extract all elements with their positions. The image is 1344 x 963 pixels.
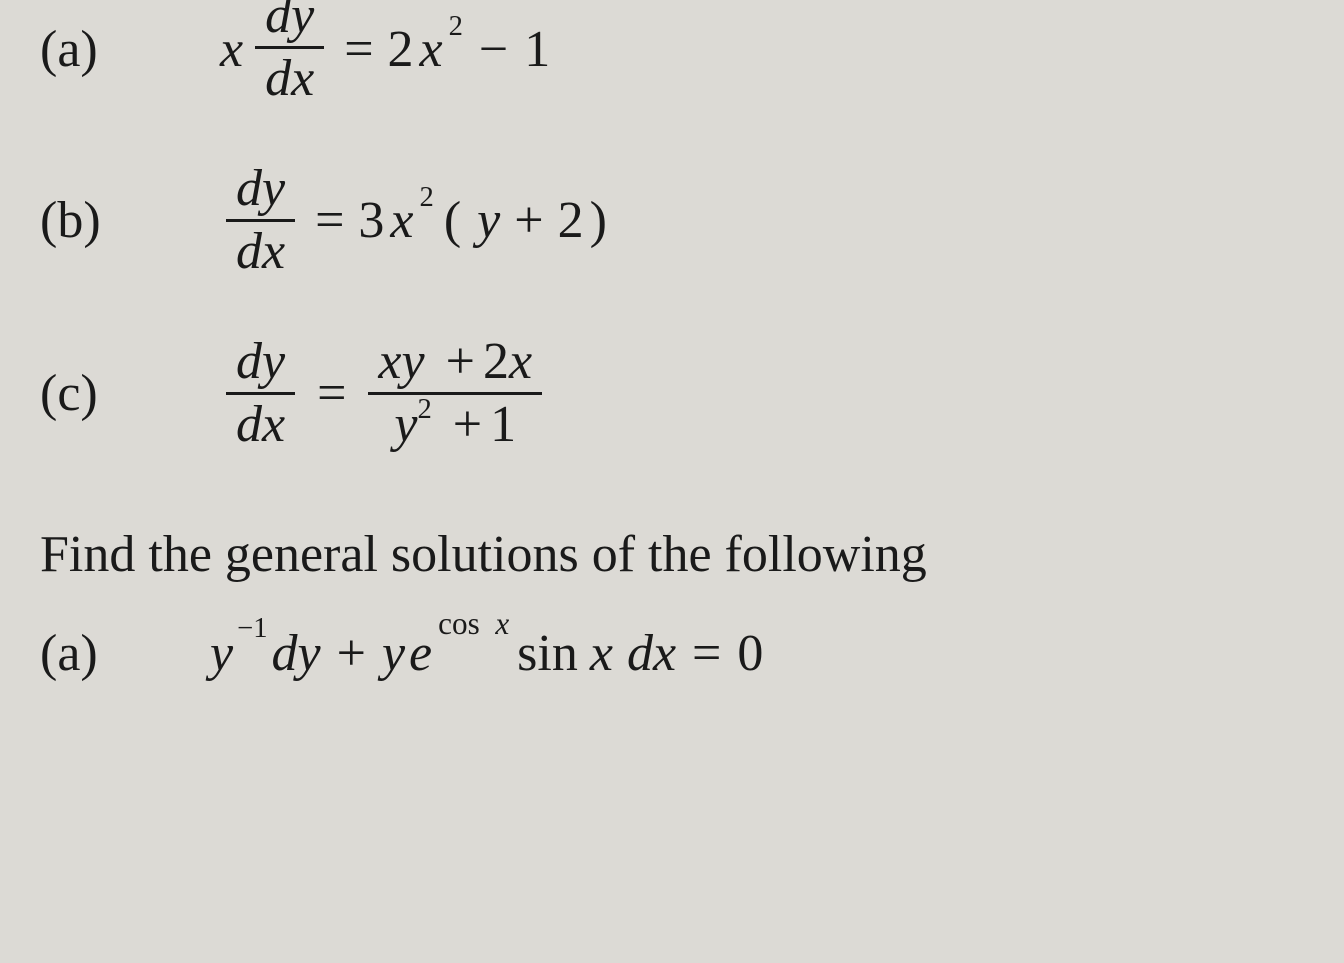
- frac-num-b: dy: [226, 159, 295, 219]
- fraction-dy-dx-b: dy dx: [226, 159, 295, 282]
- problem-row-a2: (a) y −1 dy + ye cos x sin x dx = 0: [40, 624, 1304, 683]
- coef-2-c: 2: [483, 333, 509, 390]
- plus-c2: +: [453, 396, 482, 453]
- var-y-b: y: [477, 191, 500, 250]
- cos-x: x: [495, 606, 509, 641]
- equals: =: [344, 20, 373, 79]
- const-2-b: 2: [558, 191, 584, 250]
- fraction-dy-dx-c: dy dx: [226, 332, 295, 455]
- fraction-rhs-c: xy +2x y2 +1: [368, 332, 542, 455]
- problem-label-a2: (a): [40, 624, 210, 683]
- sup-2: 2: [449, 11, 463, 43]
- problem-label-b: (b): [40, 191, 220, 250]
- fraction-dy-dx: dy dx: [255, 0, 324, 109]
- equation-a: x dy dx = 2 x 2 − 1: [220, 0, 550, 109]
- problem-row-b: (b) dy dx = 3 x 2 ( y + 2 ): [40, 159, 1304, 282]
- cos-text: cos: [438, 606, 480, 641]
- problem-row-a: (a) x dy dx = 2 x 2 − 1: [40, 0, 1304, 109]
- equation-a2: y −1 dy + ye cos x sin x dx = 0: [210, 624, 763, 683]
- minus: −: [479, 20, 508, 79]
- problem-label-c: (c): [40, 364, 220, 423]
- sup-neg1: −1: [237, 613, 267, 645]
- coef-3: 3: [358, 191, 384, 250]
- frac-den-rhs-c: y2 +1: [384, 395, 526, 455]
- problem-row-c: (c) dy dx = xy +2x y2 +1: [40, 332, 1304, 455]
- problem-label-a: (a): [40, 20, 220, 79]
- var-y-c2: y: [394, 396, 417, 453]
- sup-cosx: cos x: [438, 606, 509, 642]
- equals-a2: =: [692, 624, 721, 683]
- const-1-c: 1: [490, 396, 516, 453]
- equation-c: dy dx = xy +2x y2 +1: [220, 332, 548, 455]
- frac-den-b: dx: [226, 222, 295, 282]
- plus-a2: +: [337, 624, 366, 683]
- var-y-c1: y: [402, 333, 425, 390]
- lpar-b: (: [444, 191, 461, 250]
- sin-text: sin: [517, 624, 578, 683]
- equals-c: =: [317, 364, 346, 423]
- frac-den: dx: [255, 49, 324, 109]
- frac-num: dy: [255, 0, 324, 46]
- plus-c1: +: [446, 333, 475, 390]
- page: (a) x dy dx = 2 x 2 − 1 (b) dy dx = 3: [0, 0, 1344, 683]
- sup-2-b: 2: [420, 182, 434, 214]
- plus-b: +: [514, 191, 543, 250]
- const-1: 1: [524, 20, 550, 79]
- var-x-b: x: [390, 191, 413, 250]
- rpar-b: ): [590, 191, 607, 250]
- zero-a2: 0: [737, 624, 763, 683]
- var-y-a2b: y: [382, 624, 405, 683]
- equation-b: dy dx = 3 x 2 ( y + 2 ): [220, 159, 607, 282]
- dy-a2: dy: [272, 624, 321, 683]
- var-e-a2: e: [409, 624, 432, 683]
- sin-x: x: [590, 624, 613, 683]
- frac-num-c: dy: [226, 332, 295, 392]
- coef-2: 2: [388, 20, 414, 79]
- sup-2-c: 2: [417, 394, 431, 425]
- var-y-a2: y: [210, 624, 233, 683]
- equals-b: =: [315, 191, 344, 250]
- frac-num-rhs-c: xy +2x: [368, 332, 542, 392]
- var-x-c1: x: [378, 333, 401, 390]
- var-x: x: [220, 20, 243, 79]
- var-x-c2: x: [509, 333, 532, 390]
- prompt-text: Find the general solutions of the follow…: [40, 525, 1304, 584]
- var-x2: x: [420, 20, 443, 79]
- frac-den-c: dx: [226, 395, 295, 455]
- dx-a2: dx: [627, 624, 676, 683]
